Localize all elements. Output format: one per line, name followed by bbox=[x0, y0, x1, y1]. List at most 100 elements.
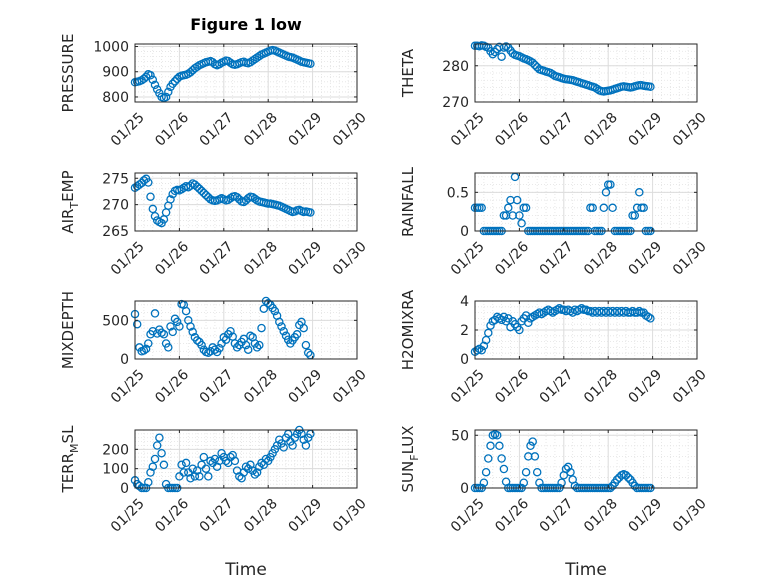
data-point bbox=[150, 211, 160, 221]
y-tick-label: 0 bbox=[460, 224, 469, 240]
data-point bbox=[521, 467, 531, 477]
data-point bbox=[188, 464, 197, 473]
data-point bbox=[144, 477, 153, 487]
data-point bbox=[159, 460, 169, 470]
data-point bbox=[499, 312, 509, 322]
x-axis-label: Time bbox=[564, 560, 607, 580]
plot-area bbox=[135, 430, 357, 488]
data-point bbox=[179, 468, 189, 477]
data-point bbox=[152, 441, 162, 450]
tick-marks bbox=[134, 430, 358, 489]
data-point bbox=[252, 468, 262, 477]
data-point bbox=[484, 328, 493, 338]
data-point bbox=[141, 344, 151, 354]
data-point bbox=[472, 346, 482, 355]
data-point bbox=[164, 87, 173, 97]
data-point bbox=[148, 75, 158, 85]
data-point bbox=[261, 454, 271, 464]
axes-box bbox=[134, 43, 358, 103]
data-point bbox=[168, 327, 177, 337]
data-point bbox=[535, 478, 544, 487]
data-point bbox=[524, 318, 533, 328]
data-point bbox=[495, 441, 504, 451]
data-point bbox=[159, 330, 169, 339]
data-point bbox=[228, 450, 237, 460]
data-point bbox=[210, 345, 220, 354]
data-point bbox=[226, 326, 235, 336]
series-mixdepth bbox=[130, 296, 315, 360]
data-point bbox=[177, 460, 186, 470]
x-axis-label: Time bbox=[224, 560, 267, 580]
data-point bbox=[481, 467, 491, 477]
data-point bbox=[499, 464, 509, 474]
plot-area bbox=[475, 173, 697, 231]
data-point bbox=[275, 317, 284, 327]
series-theta bbox=[470, 41, 655, 96]
data-point bbox=[192, 336, 202, 345]
data-point bbox=[479, 478, 489, 487]
axes-box bbox=[134, 172, 358, 232]
y-tick-label: 0 bbox=[460, 352, 469, 368]
data-point bbox=[192, 182, 202, 191]
data-point bbox=[150, 309, 160, 318]
data-point bbox=[488, 49, 498, 59]
data-point bbox=[144, 339, 153, 348]
data-point bbox=[170, 77, 180, 86]
tick-marks bbox=[134, 301, 358, 360]
data-point bbox=[192, 466, 202, 475]
data-point bbox=[186, 474, 195, 483]
data-point bbox=[250, 194, 260, 204]
data-point bbox=[204, 472, 213, 481]
data-point bbox=[301, 340, 311, 350]
y-tick-label: 900 bbox=[102, 65, 129, 81]
data-point bbox=[306, 59, 315, 68]
data-point bbox=[477, 346, 486, 355]
data-point bbox=[635, 306, 644, 316]
data-point bbox=[515, 211, 524, 220]
axes-box bbox=[134, 300, 358, 360]
data-point bbox=[195, 472, 204, 481]
data-point bbox=[292, 330, 302, 339]
data-point bbox=[241, 340, 251, 350]
data-point bbox=[252, 343, 262, 352]
y-tick-label: 0 bbox=[120, 352, 129, 368]
data-point bbox=[197, 186, 206, 196]
data-point bbox=[148, 204, 158, 214]
tick-marks bbox=[134, 173, 358, 232]
data-point bbox=[232, 343, 242, 352]
y-tick-label: 500 bbox=[102, 313, 129, 329]
data-point bbox=[646, 82, 655, 92]
data-point bbox=[199, 452, 209, 462]
data-point bbox=[532, 467, 542, 477]
data-point bbox=[192, 62, 202, 71]
series-pressure bbox=[130, 45, 315, 103]
y-tick-label: 265 bbox=[102, 224, 129, 240]
data-point bbox=[635, 188, 644, 197]
data-point bbox=[215, 343, 224, 353]
y-tick-label: 200 bbox=[102, 442, 129, 458]
data-point bbox=[497, 52, 506, 61]
data-point bbox=[199, 188, 209, 198]
plot-area bbox=[135, 44, 357, 102]
y-tick-label: 0 bbox=[460, 481, 469, 497]
y-tick-label: 270 bbox=[442, 95, 469, 111]
data-point bbox=[497, 454, 506, 463]
y-tick-label: 270 bbox=[102, 198, 129, 214]
data-point bbox=[515, 325, 524, 335]
data-point bbox=[139, 346, 149, 355]
data-point bbox=[141, 72, 151, 82]
y-tick-label: 4 bbox=[460, 294, 469, 310]
plot-area bbox=[475, 430, 697, 488]
data-point bbox=[270, 306, 280, 316]
y-axis-label: THETA bbox=[399, 48, 417, 98]
data-point bbox=[186, 322, 195, 331]
data-point bbox=[484, 454, 493, 463]
tick-marks bbox=[474, 173, 698, 232]
data-point bbox=[623, 473, 633, 482]
data-point bbox=[586, 203, 595, 213]
data-point bbox=[164, 343, 173, 352]
data-point bbox=[486, 321, 495, 330]
data-point bbox=[601, 188, 611, 197]
y-axis-label: TERRMSL bbox=[59, 425, 81, 494]
